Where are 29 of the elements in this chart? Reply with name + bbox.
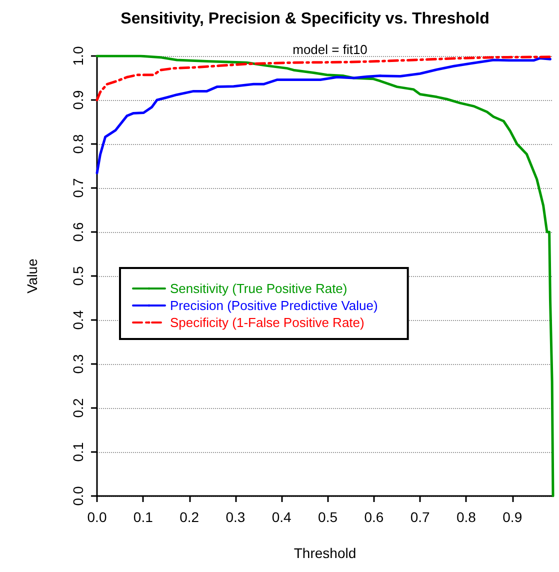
legend-label: Precision (Positive Predictive Value) [170, 298, 378, 313]
x-axis-title: Threshold [294, 545, 356, 561]
line-series [96, 56, 552, 174]
y-tick-label: 1.0 [70, 46, 86, 66]
x-tick-label: 0.4 [272, 509, 292, 525]
x-tick-label: 0.0 [87, 509, 107, 525]
chart-title: Sensitivity, Precision & Specificity vs. Threshold [120, 10, 490, 28]
y-tick-label: 0.4 [70, 310, 86, 330]
x-tick-label: 0.1 [133, 509, 154, 525]
x-tick-label: 0.6 [364, 509, 384, 525]
x-tick-label: 0.5 [318, 509, 338, 525]
x-tick-label: 0.2 [180, 509, 200, 525]
y-tick-label: 0.9 [70, 90, 86, 110]
y-tick-label: 0.7 [70, 178, 86, 198]
x-tick-label: 0.9 [502, 509, 522, 525]
legend-label: Specificity (1-False Positive Rate) [170, 315, 364, 330]
y-tick-label: 0.1 [70, 442, 86, 462]
y-tick-label: 0.2 [70, 398, 86, 418]
chart-subtitle: model = fit10 [292, 42, 368, 57]
y-axis-title: Value [24, 258, 40, 294]
y-tick-label: 0.3 [70, 354, 86, 374]
y-tick-label: 0.8 [70, 134, 86, 154]
x-tick-label: 0.3 [226, 509, 246, 525]
y-tick-label: 0.6 [70, 222, 86, 242]
x-tick-label: 0.7 [410, 509, 430, 525]
x-tick-label: 0.8 [456, 509, 476, 525]
y-tick-label: 0.5 [70, 266, 86, 286]
legend-label: Sensitivity (True Positive Rate) [170, 281, 348, 296]
y-tick-label: 0.0 [70, 486, 86, 506]
